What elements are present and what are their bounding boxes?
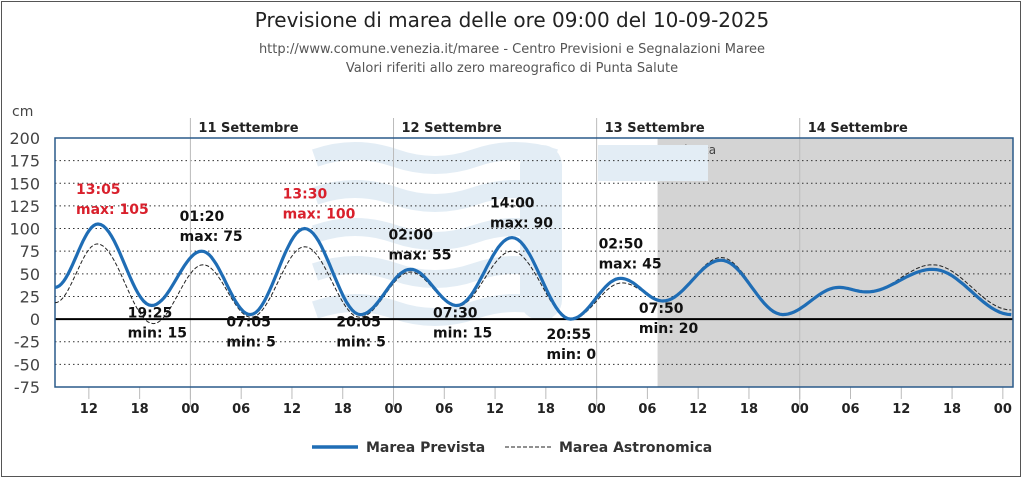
- day-label: 12 Settembre: [402, 121, 502, 136]
- x-tick-label: 00: [791, 402, 809, 417]
- x-tick-label: 00: [181, 402, 199, 417]
- x-tick-label: 12: [486, 402, 504, 417]
- extreme-time-label: 01:20: [180, 209, 225, 225]
- legend-forecast-label: Marea Prevista: [366, 440, 485, 456]
- y-tick-label: 175: [9, 152, 40, 171]
- watermark-wave: [312, 294, 558, 326]
- y-tick-label: -25: [14, 333, 40, 352]
- forecast-tide-line: [54, 222, 1012, 321]
- extreme-value-label: min: 15: [433, 326, 492, 342]
- watermark-wave: [312, 256, 558, 288]
- extreme-value-label: max: 105: [76, 202, 149, 218]
- x-tick-label: 00: [384, 402, 402, 417]
- day-label: 11 Settembre: [198, 121, 298, 136]
- x-tick-label: 18: [740, 402, 758, 417]
- x-tick-label: 18: [943, 402, 961, 417]
- x-tick-label: 18: [537, 402, 555, 417]
- x-tick-label: 12: [80, 402, 98, 417]
- chart-subtitle-source: http://www.comune.venezia.it/maree - Cen…: [258, 42, 766, 57]
- watermark-bar: [520, 145, 562, 320]
- y-tick-label: 0: [30, 310, 40, 329]
- x-tick-label: 06: [638, 402, 656, 417]
- extreme-time-label: 13:05: [76, 182, 121, 198]
- chart-title: Previsione di marea delle ore 09:00 del …: [254, 8, 770, 32]
- extreme-value-label: min: 5: [336, 335, 386, 351]
- watermark-wave: [312, 218, 558, 250]
- extreme-value-label: min: 15: [128, 326, 187, 342]
- x-tick-label: 06: [435, 402, 453, 417]
- extreme-value-label: max: 75: [180, 229, 243, 245]
- extreme-value-label: max: 100: [283, 207, 356, 223]
- y-tick-label: 25: [20, 287, 40, 306]
- extreme-value-label: min: 20: [639, 321, 699, 337]
- legend-astronomic-label: Marea Astronomica: [559, 440, 712, 456]
- extreme-time-label: 02:00: [388, 227, 433, 243]
- extreme-time-label: 20:05: [336, 315, 381, 331]
- extreme-value-label: min: 0: [547, 347, 597, 363]
- extreme-value-label: max: 90: [490, 216, 553, 232]
- y-tick-label: 200: [9, 129, 40, 148]
- x-tick-label: 00: [994, 402, 1012, 417]
- y-tick-label: 125: [9, 197, 40, 216]
- tendenza-area: [657, 138, 1013, 387]
- y-tick-label: 100: [9, 220, 40, 239]
- extreme-time-label: 07:05: [226, 315, 271, 331]
- y-tick-label: 50: [20, 265, 40, 284]
- extreme-time-label: 07:50: [639, 301, 684, 317]
- x-tick-label: 12: [689, 402, 707, 417]
- x-tick-label: 06: [841, 402, 859, 417]
- extreme-value-label: max: 55: [388, 247, 451, 263]
- x-tick-label: 18: [334, 402, 352, 417]
- extreme-time-label: 02:50: [599, 236, 644, 252]
- x-tick-label: 18: [131, 402, 149, 417]
- watermark-wave: [312, 180, 558, 212]
- extreme-time-label: 20:55: [547, 327, 592, 343]
- y-tick-label: 75: [20, 242, 40, 261]
- chart-subtitle-reference: Valori riferiti allo zero mareografico d…: [345, 61, 679, 76]
- day-label: 14 Settembre: [808, 121, 908, 136]
- extreme-time-label: 07:30: [433, 306, 478, 322]
- x-tick-label: 00: [588, 402, 606, 417]
- y-axis-unit: cm: [12, 104, 33, 120]
- y-tick-label: 150: [9, 174, 40, 193]
- watermark-wave: [312, 142, 558, 174]
- extreme-value-label: max: 45: [599, 256, 662, 272]
- y-tick-label: -50: [14, 355, 40, 374]
- extreme-value-label: min: 5: [226, 335, 276, 351]
- x-tick-label: 12: [283, 402, 301, 417]
- day-label: 13 Settembre: [605, 121, 705, 136]
- x-tick-label: 12: [892, 402, 910, 417]
- plot-area: [54, 137, 1014, 388]
- y-tick-label: -75: [14, 378, 40, 397]
- watermark-bar: [598, 145, 708, 181]
- extreme-time-label: 13:30: [283, 187, 328, 203]
- extreme-time-label: 19:25: [128, 306, 173, 322]
- x-tick-label: 06: [232, 402, 250, 417]
- extreme-time-label: 14:00: [490, 196, 535, 212]
